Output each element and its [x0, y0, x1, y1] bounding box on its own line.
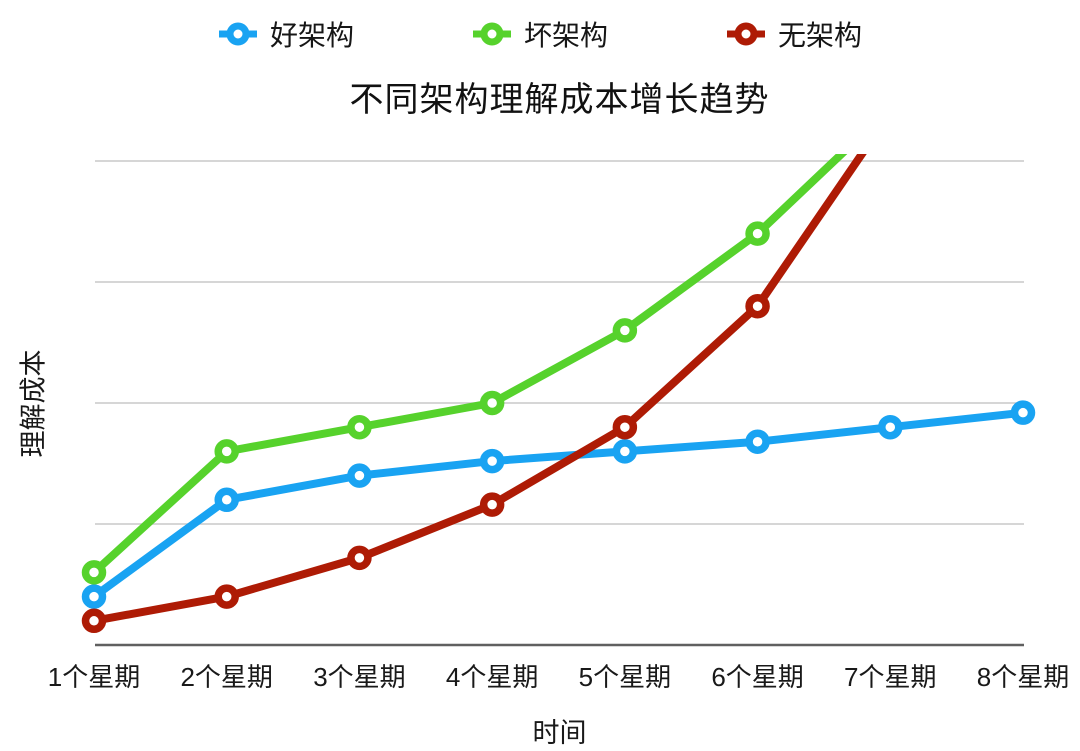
data-point-好架构-3个星期	[347, 463, 372, 488]
data-point-坏架构-4个星期	[479, 390, 505, 416]
data-point-无架构-2个星期	[214, 584, 239, 609]
legend-marker-icon	[727, 22, 765, 46]
legend-marker-icon	[218, 22, 257, 46]
legend-label: 坏架构	[523, 20, 608, 51]
data-point-无架构-4个星期	[479, 492, 505, 517]
x-tick-label: 3个星期	[313, 662, 406, 692]
legend-item-好架构[interactable]: 好架构	[218, 14, 354, 54]
data-point-无架构-1个星期	[81, 608, 107, 634]
x-tick-label: 6个星期	[711, 662, 804, 692]
x-axis-title: 时间	[532, 718, 587, 748]
y-axis-title: 理解成本	[18, 349, 49, 457]
x-tick-label: 8个星期	[976, 662, 1070, 692]
legend-item-无架构[interactable]: 无架构	[726, 14, 862, 54]
chart-title: 不同架构理解成本增长趋势	[349, 81, 770, 119]
data-point-无架构-7个星期	[882, 104, 899, 121]
data-point-好架构-8个星期	[1010, 400, 1036, 425]
data-point-好架构-2个星期	[214, 487, 239, 513]
legend-item-坏架构[interactable]: 坏架构	[472, 14, 608, 54]
x-tick-label: 4个星期	[445, 662, 539, 692]
data-point-好架构-5个星期	[612, 439, 638, 464]
data-point-坏架构-2个星期	[214, 439, 239, 464]
data-point-坏架构-5个星期	[612, 318, 638, 343]
data-point-坏架构-7个星期	[882, 99, 899, 116]
x-tick-label: 7个星期	[844, 662, 937, 692]
series-line-好架构	[90, 408, 1027, 601]
data-point-坏架构-1个星期	[81, 560, 107, 585]
data-point-坏架构-3个星期	[347, 414, 372, 440]
data-point-无架构-6个星期	[745, 293, 770, 319]
series-line-无架构	[90, 154, 867, 625]
x-tick-label: 2个星期	[180, 662, 273, 692]
x-tick-label: 1个星期	[47, 662, 141, 692]
data-point-无架构-5个星期	[612, 414, 638, 440]
data-point-好架构-1个星期	[81, 584, 107, 609]
legend-label: 无架构	[778, 20, 863, 51]
data-point-好架构-7个星期	[878, 414, 903, 440]
data-point-好架构-6个星期	[745, 429, 770, 454]
series-group	[81, 99, 1036, 634]
legend-marker-icon	[472, 22, 511, 46]
data-point-坏架构-6个星期	[745, 221, 770, 246]
legend: 好架构 坏架构 无架构	[0, 12, 1080, 56]
series-line-坏架构	[90, 154, 848, 577]
data-point-好架构-4个星期	[479, 448, 505, 474]
data-point-无架构-3个星期	[347, 545, 372, 571]
legend-label: 好架构	[269, 20, 354, 51]
x-tick-label: 5个星期	[578, 662, 672, 692]
